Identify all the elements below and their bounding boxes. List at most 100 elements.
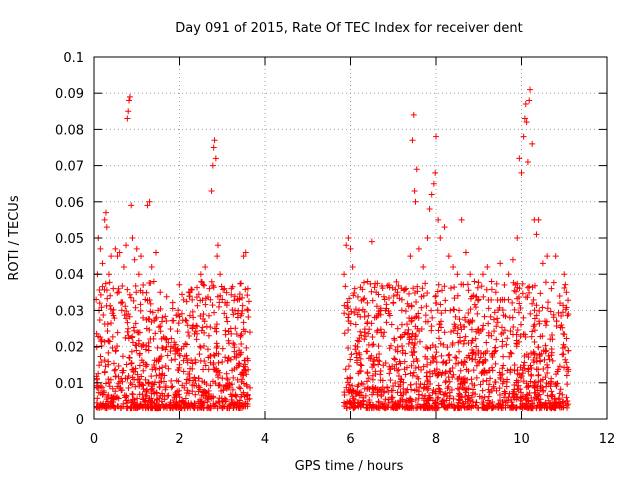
data-point <box>507 327 514 334</box>
data-point <box>429 397 436 404</box>
data-point <box>207 296 214 303</box>
y-tick-label: 0.1 <box>63 51 84 66</box>
data-point <box>158 318 165 325</box>
data-point <box>457 367 464 374</box>
data-point <box>104 321 111 328</box>
data-point <box>430 180 437 187</box>
data-point <box>389 387 396 394</box>
data-point <box>547 308 554 315</box>
data-point <box>180 368 187 375</box>
data-point <box>480 271 487 278</box>
data-point <box>383 403 390 410</box>
data-point <box>215 374 222 381</box>
data-point <box>124 286 131 293</box>
data-point <box>513 379 520 386</box>
data-point <box>507 369 514 376</box>
data-point <box>140 341 147 348</box>
data-point <box>156 384 163 391</box>
data-point <box>211 352 218 359</box>
data-point <box>108 320 115 327</box>
data-point <box>111 315 118 322</box>
data-point <box>149 398 156 405</box>
data-point <box>404 300 411 307</box>
data-point <box>499 338 506 345</box>
data-point <box>565 311 572 318</box>
data-point <box>152 330 159 337</box>
data-point <box>381 388 388 395</box>
data-point <box>128 294 135 301</box>
data-point <box>462 393 469 400</box>
data-point <box>130 297 137 304</box>
data-point <box>488 286 495 293</box>
data-point <box>550 279 557 286</box>
data-point <box>122 334 129 341</box>
data-point <box>205 332 212 339</box>
data-point <box>472 351 479 358</box>
data-point <box>387 342 394 349</box>
data-point <box>547 383 554 390</box>
data-point <box>533 312 540 319</box>
data-point <box>469 380 476 387</box>
data-point <box>493 323 500 330</box>
data-point <box>508 404 515 411</box>
data-point <box>426 381 433 388</box>
data-point <box>465 395 472 402</box>
data-point <box>225 337 232 344</box>
data-point <box>509 299 516 306</box>
data-point <box>546 356 553 363</box>
data-point <box>549 331 556 338</box>
data-point <box>224 318 231 325</box>
data-point <box>415 364 422 371</box>
data-point <box>377 377 384 384</box>
data-point <box>194 284 201 291</box>
data-point <box>523 384 530 391</box>
data-point <box>180 357 187 364</box>
data-point <box>123 308 130 315</box>
data-point <box>560 302 567 309</box>
data-point <box>449 342 456 349</box>
data-point <box>341 271 348 278</box>
data-point <box>483 377 490 384</box>
data-point <box>239 307 246 314</box>
data-point <box>151 390 158 397</box>
data-point <box>531 327 538 334</box>
data-point <box>237 385 244 392</box>
data-point <box>469 356 476 363</box>
data-point <box>245 298 252 305</box>
data-point <box>184 404 191 411</box>
data-point <box>132 342 139 349</box>
data-point <box>135 337 142 344</box>
data-point <box>391 335 398 342</box>
data-point <box>344 299 351 306</box>
data-point <box>246 329 253 336</box>
data-point <box>368 320 375 327</box>
data-point <box>496 392 503 399</box>
data-point <box>126 97 133 104</box>
data-point <box>500 378 507 385</box>
data-point <box>95 389 102 396</box>
data-point <box>526 283 533 290</box>
data-point <box>345 311 352 318</box>
data-point <box>102 380 109 387</box>
data-point <box>121 312 128 319</box>
data-point <box>503 341 510 348</box>
data-point <box>231 402 238 409</box>
data-point <box>539 384 546 391</box>
data-point <box>148 390 155 397</box>
data-point <box>213 325 220 332</box>
data-point <box>147 300 154 307</box>
data-point <box>424 345 431 352</box>
data-point <box>242 400 249 407</box>
data-point <box>438 318 445 325</box>
data-point <box>211 309 218 316</box>
data-point <box>371 314 378 321</box>
data-point <box>535 392 542 399</box>
data-point <box>423 369 430 376</box>
data-point <box>221 403 228 410</box>
data-point <box>487 375 494 382</box>
data-point <box>171 339 178 346</box>
data-point <box>147 308 154 315</box>
data-point <box>98 304 105 311</box>
data-point <box>510 331 517 338</box>
data-point <box>202 263 209 270</box>
